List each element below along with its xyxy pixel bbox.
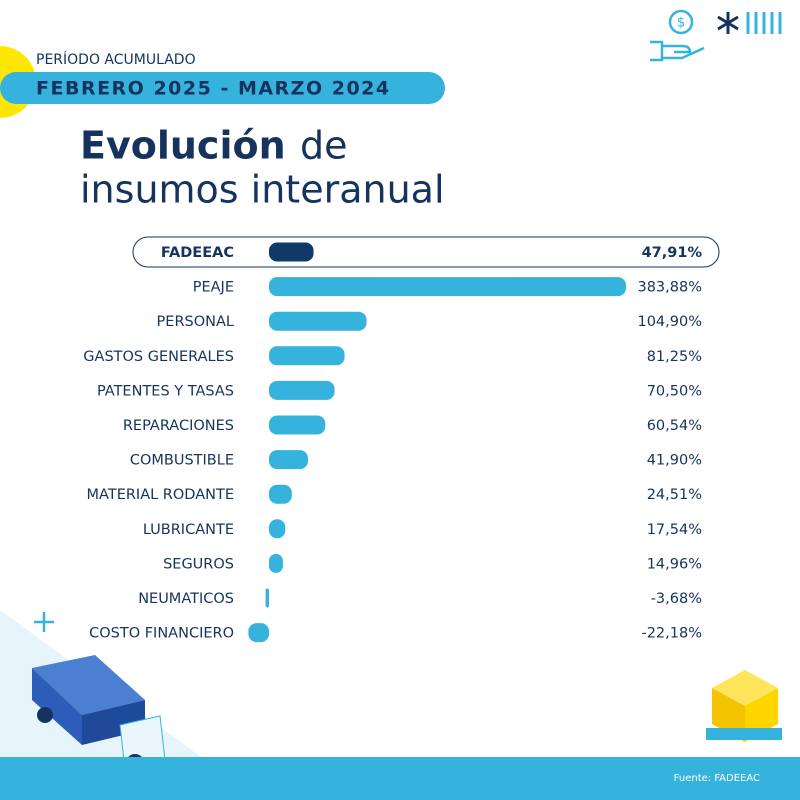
category-label: LUBRICANTE [143, 522, 234, 538]
bar [269, 519, 286, 539]
category-label: PERSONAL [157, 314, 234, 330]
category-label: PEAJE [193, 280, 234, 296]
value-label: 60,54% [647, 418, 702, 434]
title-rest: insumos interanual [80, 168, 445, 212]
period-pill [0, 72, 445, 104]
bar [269, 484, 292, 504]
category-label: PATENTES Y TASAS [97, 383, 234, 399]
title-rest: de [300, 124, 348, 168]
title-bold: Evolución [80, 124, 286, 168]
decor-plus [34, 612, 54, 632]
category-label: REPARACIONES [123, 418, 234, 434]
bar [269, 380, 335, 400]
bar [269, 277, 626, 297]
category-label: NEUMATICOS [138, 591, 234, 607]
value-label: 81,25% [647, 349, 702, 365]
icon-decor [717, 12, 739, 34]
bar [269, 242, 314, 262]
value-label: 24,51% [647, 487, 702, 503]
category-label: COMBUSTIBLE [130, 453, 234, 469]
value-label: 14,96% [647, 556, 702, 572]
bar [248, 623, 269, 643]
period: FEBRERO 2025 - MARZO 2024 [36, 78, 391, 100]
value-label: 41,90% [647, 453, 702, 469]
bar [265, 588, 269, 608]
source: Fuente: FADEEAC [674, 773, 760, 784]
icon-bars [746, 12, 782, 34]
footer-band [0, 757, 800, 800]
highlight-box [132, 236, 720, 268]
value-label: -22,18% [641, 626, 702, 642]
value-label: 17,54% [647, 522, 702, 538]
value-label: -3,68% [651, 591, 702, 607]
bar [269, 311, 367, 331]
box [706, 670, 782, 742]
category-label: GASTOS GENERALES [83, 349, 234, 365]
value-label: 383,88% [637, 280, 702, 296]
icon-dollar: $ [677, 16, 685, 31]
bar [269, 346, 345, 366]
truck [32, 655, 166, 772]
bar [269, 450, 308, 470]
value-label: 70,50% [647, 383, 702, 399]
category-label: MATERIAL RODANTE [87, 487, 234, 503]
period-label: PERÍODO ACUMULADO [36, 51, 196, 68]
category-label: FADEEAC [161, 245, 234, 261]
icon-hand [650, 9, 705, 62]
category-label: SEGUROS [163, 556, 234, 572]
bar [269, 415, 326, 435]
value-label: 47,91% [642, 245, 703, 261]
category-label: COSTO FINANCIERO [89, 626, 234, 642]
bar [269, 553, 283, 573]
value-label: 104,90% [637, 314, 702, 330]
